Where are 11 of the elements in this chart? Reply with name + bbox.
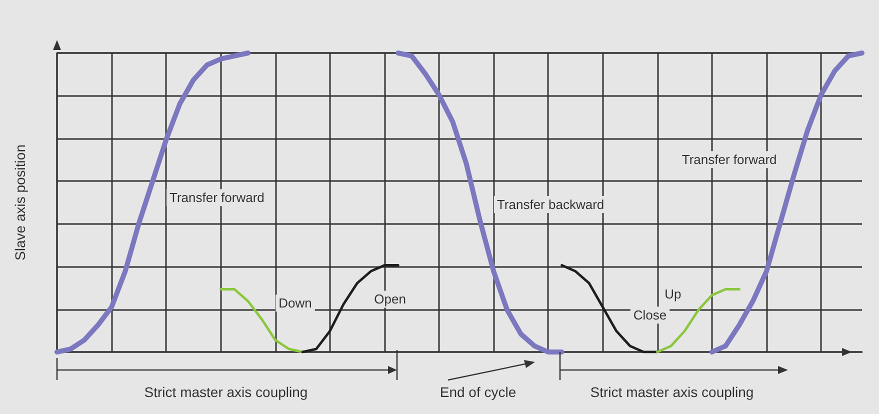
text: Strict master axis coupling <box>590 384 754 400</box>
series-label: Close <box>633 308 667 323</box>
text: End of cycle <box>440 384 516 400</box>
series-label: Transfer forward <box>682 152 777 168</box>
series-label: Up <box>664 286 682 302</box>
text: Strict master axis coupling <box>144 384 308 400</box>
series-label: Transfer backward <box>496 196 604 212</box>
series-label: Transfer forward <box>170 190 264 206</box>
series-label: Open <box>374 292 406 307</box>
series-label: Down <box>278 296 312 311</box>
y-axis-title: Slave axis position <box>12 144 28 260</box>
